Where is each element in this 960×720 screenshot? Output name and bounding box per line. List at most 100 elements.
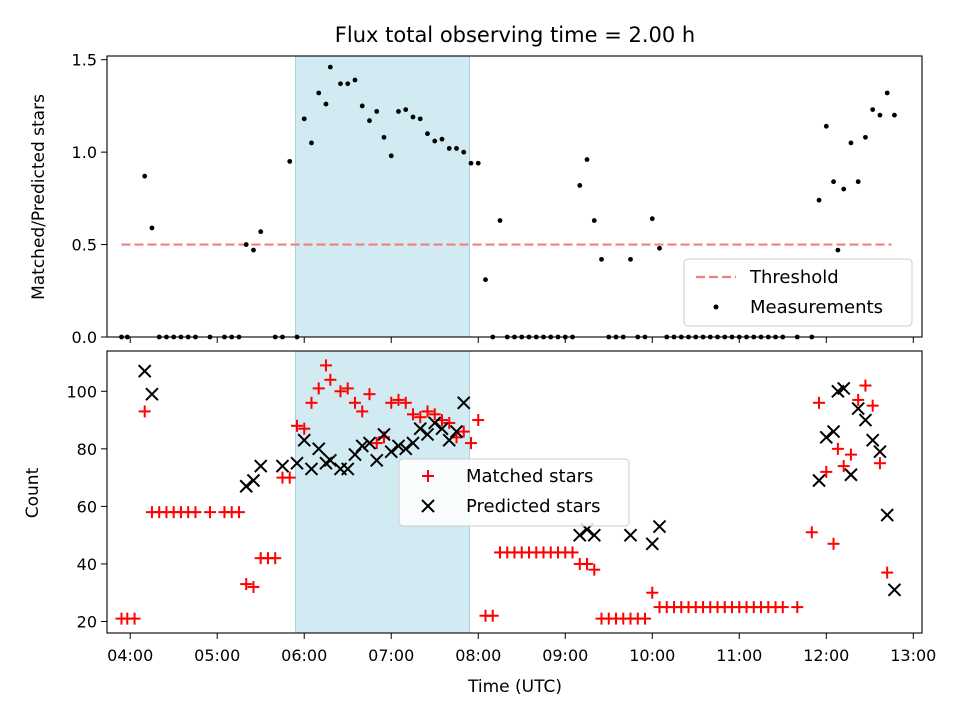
ratio-y-ticks: 0.0 0.5 1.0 1.5 <box>72 51 107 347</box>
matched-star-point <box>472 414 485 427</box>
measurement-point <box>892 112 897 118</box>
matched-star-point <box>844 448 857 461</box>
y-tick-label: 1.0 <box>72 143 97 162</box>
count-legend-box <box>398 458 630 527</box>
predicted-star-point <box>355 439 369 453</box>
predicted-star-point <box>844 468 858 482</box>
matched-star-point <box>247 580 260 593</box>
measurement-point <box>439 136 445 142</box>
predicted-star-point <box>420 427 435 442</box>
measurement-point <box>410 114 416 120</box>
ratio-x-ticks <box>129 337 914 343</box>
predicted-star-point <box>399 442 413 456</box>
matched-star-point <box>881 566 894 579</box>
measurement-point <box>835 247 841 253</box>
legend-measurements-swatch <box>713 304 719 310</box>
ratio-legend: Threshold Measurements <box>683 258 913 327</box>
matched-star-point <box>837 460 850 473</box>
measurement-point <box>403 107 409 113</box>
predicted-star-point <box>836 381 851 396</box>
matched-star-point <box>791 601 804 614</box>
predicted-star-point <box>858 413 873 427</box>
matched-star-point <box>324 373 337 386</box>
measurement-point <box>855 179 861 185</box>
legend-threshold-label: Threshold <box>749 267 839 288</box>
matched-star-point <box>269 552 282 565</box>
measurement-point <box>483 277 488 283</box>
predicted-star-point <box>145 387 159 401</box>
measurement-point <box>287 158 293 164</box>
measurement-point <box>251 247 256 253</box>
x-tick-label: 09:00 <box>542 646 588 665</box>
matched-star-point <box>363 388 376 401</box>
measurement-point <box>884 90 890 96</box>
matched-star-point <box>859 379 872 392</box>
measurement-point <box>149 225 155 231</box>
measurement-point <box>863 134 868 140</box>
measurement-point <box>468 160 474 166</box>
predicted-star-point <box>137 364 152 378</box>
x-tick-label: 06:00 <box>281 646 327 665</box>
matched-star-point <box>873 457 886 470</box>
matched-star-point <box>128 612 141 625</box>
matched-star-point <box>639 612 652 625</box>
matched-star-point <box>399 396 412 409</box>
measurement-point <box>584 157 590 162</box>
predicted-star-point <box>652 519 667 534</box>
predicted-star-point <box>341 462 355 476</box>
matched-star-point <box>588 563 601 576</box>
predicted-star-point <box>826 424 841 439</box>
predicted-star-point <box>290 456 304 470</box>
predicted-star-point <box>873 445 887 459</box>
legend-predicted-label: Predicted stars <box>466 496 600 517</box>
predicted-star-point <box>312 442 326 456</box>
predicted-star-point <box>323 453 338 468</box>
predicted-star-point <box>254 459 268 473</box>
x-tick-label: 11:00 <box>716 646 762 665</box>
matched-star-point <box>348 396 361 409</box>
legend-matched-swatch <box>422 470 434 482</box>
matched-star-point <box>370 437 383 450</box>
predicted-star-point <box>819 430 833 445</box>
matched-star-point <box>421 405 434 418</box>
measurement-point <box>301 116 307 122</box>
predicted-star-point <box>384 445 398 459</box>
x-tick-label: 08:00 <box>455 646 501 665</box>
measurement-point <box>323 101 329 107</box>
measurement-point <box>841 186 847 192</box>
predicted-star-point <box>370 453 384 468</box>
matched-star-point <box>646 586 659 599</box>
x-tick-label: 04:00 <box>107 646 153 665</box>
count-panel: 20 40 60 80 100 04:00 05:00 06:00 07:00 08:00 09:… <box>23 350 936 697</box>
predicted-star-point <box>435 421 449 436</box>
predicted-star-point <box>880 508 894 522</box>
predicted-star-point <box>297 433 311 447</box>
measurement-point <box>628 256 633 262</box>
matched-star-point <box>385 396 398 409</box>
matched-star-point <box>428 408 441 421</box>
legend-matched-label: Matched stars <box>466 466 593 487</box>
measurement-point <box>599 256 604 262</box>
predicted-star-point <box>623 528 638 542</box>
predicted-star-point <box>406 436 420 450</box>
measurement-point <box>316 90 322 96</box>
x-tick-label: 07:00 <box>368 646 414 665</box>
measurement-point <box>877 112 883 118</box>
measurement-point <box>816 197 822 203</box>
matched-star-point <box>334 385 347 398</box>
matched-star-point <box>312 382 325 395</box>
matched-star-point <box>805 526 818 539</box>
measurement-point <box>577 183 583 188</box>
measurement-point <box>649 216 655 222</box>
chart-title: Flux total observing time = 2.00 h <box>335 23 695 47</box>
matched-star-point <box>240 578 253 591</box>
y-tick-label: 0.0 <box>72 328 97 347</box>
predicted-star-point <box>587 528 601 542</box>
matched-star-point <box>298 422 311 435</box>
matched-star-point <box>866 399 879 412</box>
ratio-panel: 0.0 0.5 1.0 1.5 Matched/Predicted stars Thr… <box>29 51 923 347</box>
matched-star-point <box>831 442 844 455</box>
measurement-point <box>142 173 148 179</box>
measurement-point <box>352 77 358 83</box>
